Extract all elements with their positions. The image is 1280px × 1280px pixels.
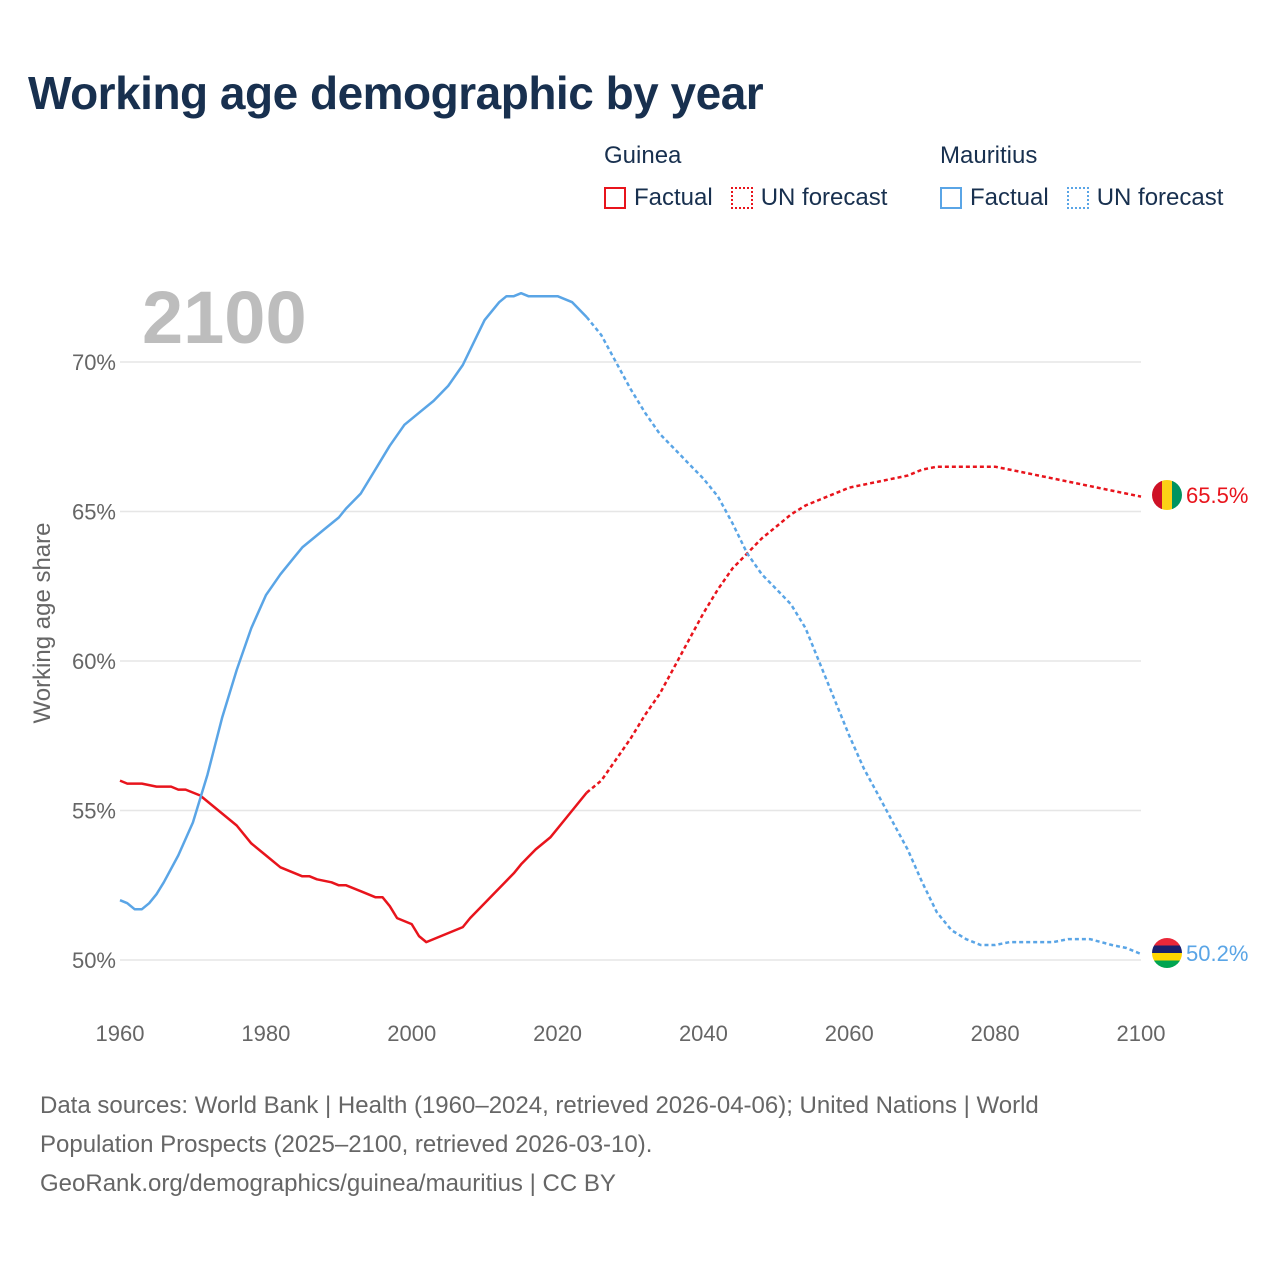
line-chart: 50% 55% 60% 65% 70% 1960 1980 2000 2020 2040 2060 2…: [29, 276, 1248, 1046]
legend-guinea-forecast-label: UN forecast: [760, 184, 888, 211]
guinea-factual-line[interactable]: [119, 779, 588, 944]
y-tick-label: 60%: [72, 649, 116, 674]
y-axis-label: Working age share: [29, 523, 56, 724]
mauritius-factual-line[interactable]: [119, 291, 588, 911]
legend-mauritius-forecast[interactable]: UN forecast: [1066, 184, 1224, 212]
guinea-flag-icon: [1152, 480, 1182, 510]
y-tick-label: 55%: [72, 799, 116, 824]
x-tick-label: 2080: [971, 1021, 1020, 1046]
legend-guinea-forecast[interactable]: UN forecast: [730, 184, 888, 212]
guinea-end-label: 65.5%: [1186, 483, 1248, 508]
x-tick-label: 2040: [679, 1021, 728, 1046]
legend-guinea: Guinea Factual UN forecast: [604, 142, 905, 212]
x-tick-label: 2060: [825, 1021, 874, 1046]
footer-line-1: Data sources: World Bank | Health (1960–…: [40, 1092, 1039, 1119]
legend-mauritius-factual-label: Factual: [970, 184, 1049, 211]
footer-line-3[interactable]: GeoRank.org/demographics/guinea/mauritiu…: [40, 1170, 616, 1197]
footer-line-2: Population Prospects (2025–2100, retriev…: [40, 1131, 653, 1158]
legend-guinea-name: Guinea: [604, 142, 682, 169]
legend-mauritius: Mauritius Factual UN forecast: [940, 142, 1241, 212]
x-tick-label: 1960: [96, 1021, 145, 1046]
legend-mauritius-name: Mauritius: [940, 142, 1038, 169]
data-sources-footer: Data sources: World Bank | Health (1960–…: [40, 1086, 1220, 1203]
y-tick-label: 65%: [72, 500, 116, 525]
legend-guinea-factual-swatch: [604, 187, 626, 209]
year-watermark: 2100: [142, 276, 307, 359]
legend-guinea-factual[interactable]: Factual: [604, 184, 713, 212]
y-tick-label: 50%: [72, 948, 116, 973]
mauritius-flag-icon: [1152, 938, 1182, 968]
x-tick-label: 2100: [1117, 1021, 1166, 1046]
legend-mauritius-factual[interactable]: Factual: [940, 184, 1049, 212]
guinea-forecast-line[interactable]: [585, 465, 1142, 794]
y-tick-label: 70%: [72, 350, 116, 375]
x-tick-label: 2000: [387, 1021, 436, 1046]
legend-guinea-factual-label: Factual: [634, 184, 713, 211]
legend-mauritius-factual-swatch: [940, 187, 962, 209]
x-tick-label: 2020: [533, 1021, 582, 1046]
legend-guinea-forecast-swatch: [730, 187, 753, 209]
mauritius-end-label: 50.2%: [1186, 941, 1248, 966]
mauritius-forecast-line[interactable]: [585, 316, 1142, 956]
chart-title: Working age demographic by year: [28, 67, 764, 119]
x-tick-label: 1980: [241, 1021, 290, 1046]
legend-mauritius-forecast-label: UN forecast: [1096, 184, 1224, 211]
legend-mauritius-forecast-swatch: [1066, 187, 1089, 209]
